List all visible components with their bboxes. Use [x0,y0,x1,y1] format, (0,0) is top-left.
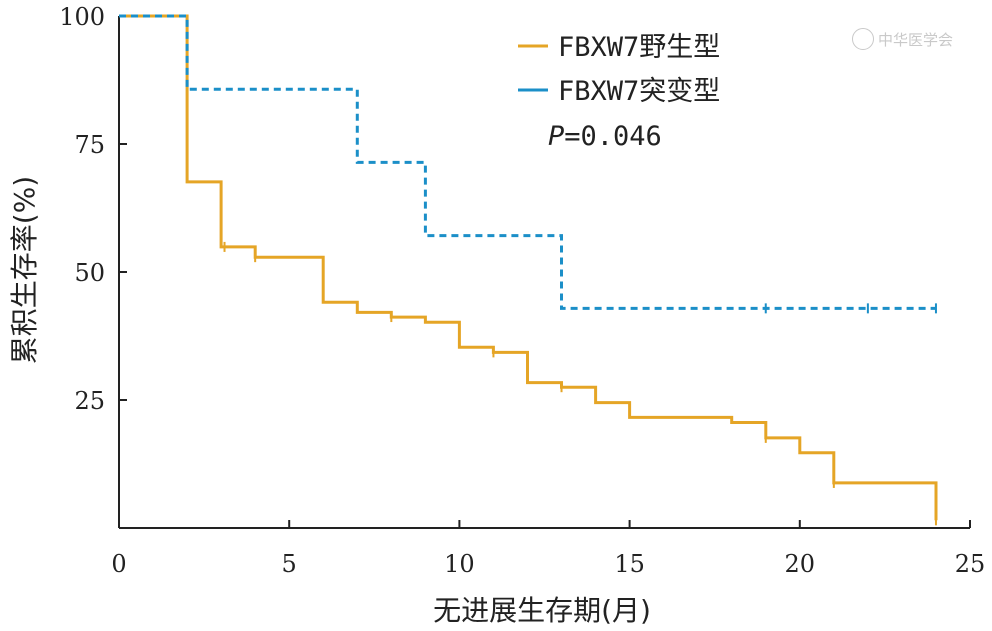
p-value-annotation: P=0.046 [548,121,662,152]
x-tick-label-0: 0 [111,550,126,578]
x-tick-label-1: 5 [282,550,297,578]
x-tick-label-5: 25 [955,550,986,578]
x-tick-label-3: 15 [614,550,645,578]
x-axis-title: 无进展生存期(月) [433,594,651,627]
p-value-symbol: P [548,121,564,152]
legend-label-mutant: FBXW7突变型 [558,76,720,107]
series-line-mutant [119,14,936,310]
watermark-logo: 中华医学会 [852,22,972,56]
y-tick-label-1: 50 [74,259,105,287]
watermark-text: 中华医学会 [878,30,954,49]
y-tick-label-3: 100 [59,3,105,31]
p-value-text: =0.046 [564,121,662,152]
y-axis-title: 累积生存率(%) [8,176,41,364]
x-tick-label-2: 10 [444,550,475,578]
series-layer [119,14,938,526]
y-tick-label-0: 25 [74,387,105,415]
x-tick-label-4: 20 [785,550,816,578]
legend: FBXW7野生型 FBXW7突变型 P=0.046 [518,32,720,152]
labels-layer: 0 5 10 15 20 25 25 50 75 100 [59,3,985,578]
axes [118,15,971,529]
seal-icon [852,28,874,50]
y-tick-label-2: 75 [74,131,105,159]
legend-label-wild: FBXW7野生型 [558,32,720,63]
series-line-wild [119,14,938,521]
